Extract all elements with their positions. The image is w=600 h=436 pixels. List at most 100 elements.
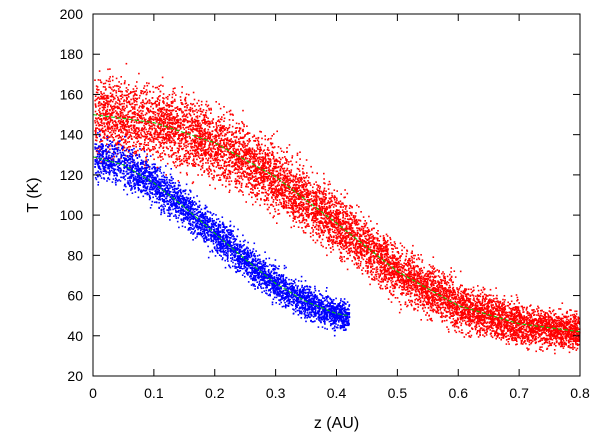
scatter-point <box>216 156 219 159</box>
scatter-point <box>156 166 159 169</box>
scatter-point <box>177 124 179 127</box>
scatter-point <box>372 271 374 274</box>
scatter-point <box>102 118 105 120</box>
scatter-point <box>186 164 189 167</box>
scatter-point <box>186 116 189 119</box>
scatter-point <box>435 306 438 308</box>
scatter-point <box>119 128 122 130</box>
scatter-point <box>291 205 293 208</box>
scatter-point <box>165 138 168 140</box>
scatter-point <box>443 287 446 289</box>
scatter-point <box>458 311 460 314</box>
scatter-point <box>570 309 572 311</box>
scatter-point <box>414 308 417 310</box>
scatter-point <box>496 294 498 297</box>
scatter-point <box>119 95 122 97</box>
scatter-point <box>103 123 105 125</box>
scatter-point <box>353 256 355 258</box>
scatter-point <box>403 262 405 264</box>
scatter-point <box>226 111 228 114</box>
scatter-point <box>426 294 428 296</box>
scatter-point <box>269 204 272 206</box>
scatter-point <box>363 249 365 251</box>
scatter-point <box>185 157 188 160</box>
scatter-point <box>294 211 297 213</box>
scatter-point <box>477 318 479 321</box>
scatter-point <box>320 205 323 208</box>
scatter-point <box>267 179 269 182</box>
scatter-point <box>439 309 442 311</box>
scatter-point <box>349 254 351 257</box>
scatter-point <box>498 333 501 335</box>
scatter-point <box>359 252 362 255</box>
scatter-point <box>260 179 262 182</box>
scatter-point <box>270 173 273 176</box>
scatter-point <box>366 239 369 242</box>
scatter-point <box>323 200 325 203</box>
scatter-point <box>498 325 500 327</box>
scatter-point <box>99 107 101 110</box>
scatter-point <box>346 192 349 195</box>
scatter-point <box>214 134 217 136</box>
scatter-point <box>382 235 385 237</box>
scatter-point <box>454 321 457 323</box>
scatter-point <box>548 310 551 312</box>
scatter-point <box>193 146 195 149</box>
scatter-point <box>351 242 354 245</box>
scatter-point <box>500 323 502 326</box>
scatter-point <box>404 258 407 261</box>
scatter-point <box>464 299 467 302</box>
scatter-point <box>415 281 417 283</box>
scatter-point <box>417 265 419 268</box>
scatter-point <box>238 153 241 155</box>
scatter-point <box>117 88 120 90</box>
scatter-point <box>229 109 232 112</box>
scatter-point <box>244 142 246 145</box>
scatter-point <box>156 150 159 152</box>
scatter-point <box>287 180 289 182</box>
scatter-point <box>519 316 521 319</box>
scatter-point <box>499 300 502 303</box>
scatter-point <box>171 133 174 135</box>
scatter-point <box>339 243 341 246</box>
scatter-point <box>190 102 192 105</box>
scatter-point <box>193 164 195 166</box>
scatter-point <box>271 150 274 153</box>
scatter-point <box>286 159 288 161</box>
scatter-point <box>141 118 143 120</box>
scatter-point <box>204 152 207 154</box>
scatter-point <box>256 147 259 149</box>
scatter-point <box>105 88 107 90</box>
scatter-point <box>174 141 176 143</box>
scatter-point <box>317 210 320 212</box>
scatter-point <box>525 307 528 310</box>
scatter-point <box>541 331 544 334</box>
scatter-point <box>117 137 120 139</box>
scatter-point <box>370 243 373 246</box>
scatter-point <box>235 159 237 161</box>
scatter-point <box>331 212 333 214</box>
scatter-point <box>376 270 379 273</box>
scatter-point <box>542 311 545 313</box>
scatter-point <box>327 231 330 233</box>
scatter-point <box>267 157 270 160</box>
scatter-point <box>200 168 202 171</box>
scatter-point <box>236 161 238 163</box>
scatter-point <box>377 233 379 235</box>
scatter-point <box>314 210 316 213</box>
scatter-point <box>553 313 556 316</box>
scatter-point <box>348 245 350 247</box>
scatter-point <box>279 187 282 190</box>
scatter-point <box>528 348 530 350</box>
scatter-point <box>574 310 576 313</box>
scatter-point <box>552 325 554 327</box>
scatter-point <box>155 128 157 130</box>
scatter-point <box>305 203 308 205</box>
scatter-point <box>258 164 260 166</box>
scatter-point <box>133 141 135 144</box>
scatter-point <box>550 336 552 339</box>
scatter-point <box>174 100 176 102</box>
scatter-point <box>362 232 365 234</box>
scatter-point <box>361 248 364 250</box>
scatter-point <box>231 171 234 173</box>
